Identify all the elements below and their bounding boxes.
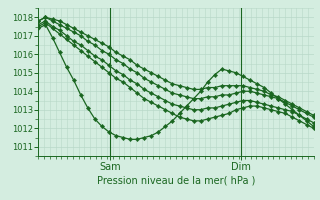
- X-axis label: Pression niveau de la mer( hPa ): Pression niveau de la mer( hPa ): [97, 176, 255, 186]
